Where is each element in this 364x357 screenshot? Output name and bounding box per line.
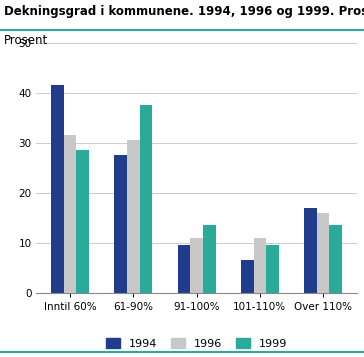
Bar	[64, 135, 76, 293]
Bar	[114, 155, 127, 293]
Bar	[329, 225, 342, 293]
Bar	[178, 245, 190, 293]
Legend: 1994, 1996, 1999: 1994, 1996, 1999	[101, 333, 292, 353]
Bar	[241, 260, 254, 293]
Bar	[51, 85, 64, 293]
Text: Dekningsgrad i kommunene. 1994, 1996 og 1999. Prosent: Dekningsgrad i kommunene. 1994, 1996 og …	[4, 5, 364, 18]
Bar	[203, 225, 215, 293]
Bar	[254, 238, 266, 293]
Bar	[127, 140, 139, 293]
Bar	[190, 238, 203, 293]
Bar	[139, 105, 152, 293]
Bar	[76, 150, 89, 293]
Bar	[266, 245, 279, 293]
Bar	[304, 208, 317, 293]
Text: Prosent: Prosent	[4, 34, 48, 47]
Bar	[317, 213, 329, 293]
